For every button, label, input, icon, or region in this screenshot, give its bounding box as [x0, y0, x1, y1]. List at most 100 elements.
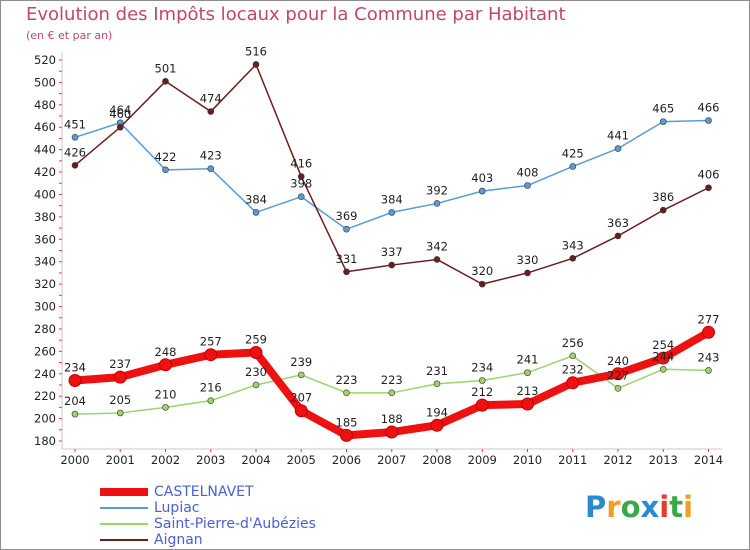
data-label: 320 [471, 264, 493, 278]
data-label: 277 [698, 312, 720, 326]
y-tick-label: 220 [34, 389, 56, 403]
data-point [478, 377, 486, 384]
legend-swatch [100, 488, 148, 496]
data-label: 248 [155, 345, 177, 359]
data-label: 232 [562, 363, 584, 377]
y-tick-label: 500 [34, 75, 56, 89]
data-point [705, 367, 712, 374]
x-tick-label: 2000 [60, 453, 89, 467]
data-label: 237 [109, 357, 131, 371]
y-tick-label: 240 [34, 367, 56, 381]
y-tick-label: 520 [34, 53, 56, 67]
legend-label: Aignan [154, 532, 203, 548]
data-point [475, 398, 489, 412]
data-label: 241 [517, 353, 539, 367]
legend-item-aignan: Aignan [100, 532, 316, 548]
data-label: 342 [426, 239, 448, 253]
y-tick-label: 400 [34, 187, 56, 201]
data-label: 369 [336, 209, 358, 223]
data-point [656, 351, 670, 365]
data-point [71, 410, 79, 418]
data-label: 384 [245, 192, 267, 206]
data-label: 231 [426, 364, 448, 378]
data-point [162, 404, 169, 411]
data-point [705, 184, 712, 192]
legend-swatch [100, 523, 148, 525]
x-tick-label: 2005 [287, 453, 316, 467]
data-label: 363 [607, 216, 629, 230]
x-tick-label: 2009 [468, 453, 497, 467]
y-tick-label: 380 [34, 210, 56, 224]
data-label: 451 [64, 117, 86, 131]
y-tick-label: 200 [34, 412, 56, 426]
data-label: 501 [155, 61, 177, 75]
data-label: 207 [290, 391, 312, 405]
data-point [524, 269, 531, 277]
data-label: 256 [562, 336, 584, 350]
data-label: 337 [381, 245, 403, 259]
data-point [388, 261, 396, 269]
data-label: 259 [245, 332, 267, 346]
data-label: 426 [64, 145, 86, 159]
data-point [113, 370, 127, 384]
data-point [252, 209, 260, 216]
data-label: 465 [652, 102, 674, 116]
x-tick-label: 2007 [377, 453, 406, 467]
legend-label: Saint-Pierre-d'Aubézies [154, 516, 316, 532]
x-tick-label: 2001 [106, 453, 135, 467]
data-label: 343 [562, 238, 584, 252]
y-tick-label: 180 [34, 434, 56, 448]
data-label: 422 [155, 150, 177, 164]
data-point [614, 232, 622, 240]
data-label: 244 [652, 349, 674, 363]
data-point [71, 134, 79, 141]
y-tick-label: 260 [34, 344, 56, 358]
data-point [611, 367, 625, 381]
data-point [521, 397, 534, 411]
data-point [524, 182, 531, 189]
data-point [659, 118, 667, 125]
data-label: 194 [426, 405, 448, 419]
data-label: 223 [336, 373, 358, 387]
data-point [388, 389, 396, 397]
data-label: 210 [155, 387, 177, 401]
data-label: 464 [109, 103, 131, 117]
data-point [430, 418, 444, 432]
x-tick-label: 2013 [649, 453, 678, 467]
data-label: 188 [381, 412, 403, 426]
y-tick-label: 300 [34, 300, 56, 314]
data-label: 234 [64, 360, 86, 374]
data-label: 257 [200, 335, 222, 349]
data-label: 239 [290, 355, 312, 369]
legend-item-castelnavet: CASTELNAVET [100, 484, 316, 500]
data-point [252, 61, 260, 68]
data-point [659, 365, 667, 373]
data-point [433, 380, 441, 388]
data-label: 425 [562, 146, 584, 160]
y-tick-label: 320 [34, 277, 56, 291]
y-tick-label: 420 [34, 165, 56, 179]
data-point [478, 280, 486, 288]
y-tick-label: 460 [34, 120, 56, 134]
data-label: 213 [517, 384, 539, 398]
data-point [159, 358, 172, 372]
x-tick-label: 2010 [513, 453, 542, 467]
chart-title: Evolution des Impôts locaux pour la Comm… [26, 4, 566, 25]
data-label: 460 [109, 107, 131, 121]
data-point [294, 404, 308, 418]
data-label: 254 [652, 338, 674, 352]
data-point [385, 425, 399, 439]
legend-label: CASTELNAVET [154, 484, 254, 500]
data-point [207, 397, 215, 404]
proxiti-logo: Proxiti [585, 490, 693, 524]
data-label: 516 [245, 44, 267, 58]
data-point [569, 163, 577, 170]
data-label: 216 [200, 381, 222, 395]
data-label: 474 [200, 92, 222, 106]
data-point [116, 123, 124, 131]
data-point [433, 256, 441, 263]
data-point [343, 225, 350, 233]
x-tick-label: 2008 [422, 453, 451, 467]
